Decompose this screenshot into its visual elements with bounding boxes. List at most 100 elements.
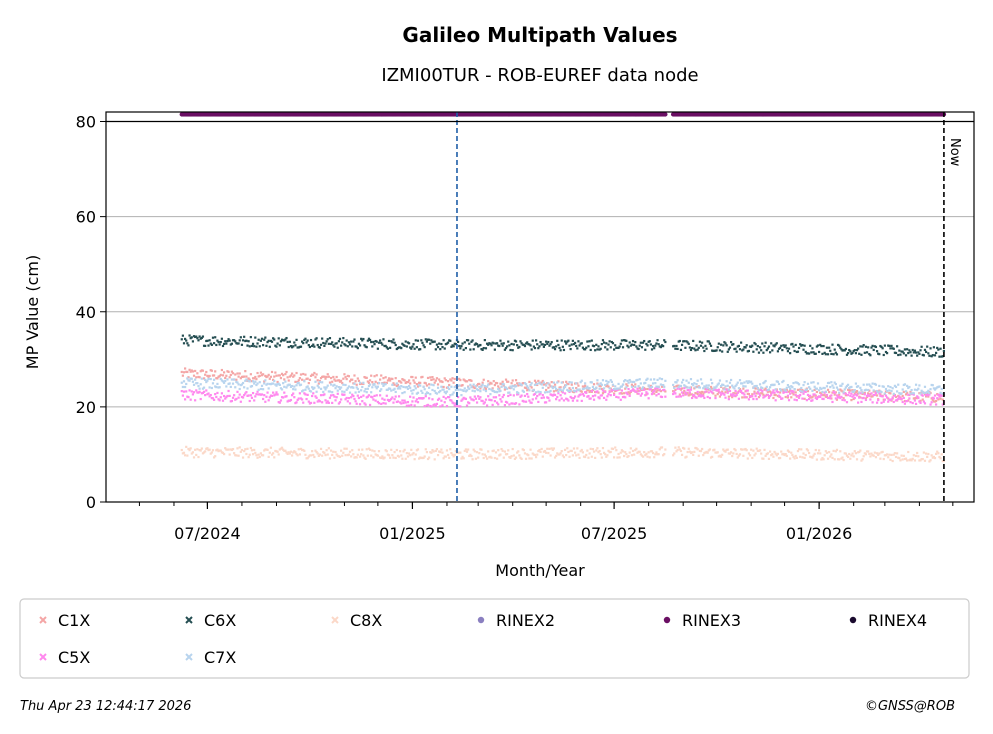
point-c7x	[846, 383, 850, 386]
point-c7x	[903, 383, 907, 386]
point-c8x	[763, 448, 766, 451]
point-c7x	[740, 382, 743, 385]
point-c6x	[380, 341, 383, 345]
point-c7x	[757, 389, 761, 392]
point-c5x	[209, 393, 212, 397]
point-c8x	[834, 450, 837, 453]
point-c5x	[220, 392, 223, 395]
point-c5x	[497, 403, 500, 406]
point-c1x	[918, 392, 921, 395]
point-c6x	[243, 335, 246, 338]
point-c8x	[694, 446, 697, 450]
point-c8x	[399, 450, 402, 453]
point-c5x	[470, 398, 473, 401]
point-c5x	[892, 400, 895, 404]
point-c6x	[892, 347, 895, 350]
point-c8x	[282, 448, 285, 451]
point-c8x	[682, 446, 685, 450]
point-c7x	[470, 386, 473, 389]
point-c1x	[840, 389, 843, 392]
point-c8x	[297, 448, 300, 451]
point-c7x	[774, 388, 777, 391]
point-c1x	[368, 379, 372, 382]
point-c1x	[194, 369, 197, 373]
point-c5x	[508, 403, 511, 406]
point-c7x	[656, 378, 659, 382]
point-c8x	[758, 449, 762, 452]
point-c5x	[204, 394, 207, 397]
point-c1x	[459, 378, 462, 382]
point-c6x	[782, 344, 785, 347]
point-c1x	[267, 373, 270, 376]
point-c6x	[552, 346, 556, 349]
point-c1x	[228, 376, 231, 379]
point-c6x	[516, 344, 519, 347]
point-c6x	[381, 343, 384, 346]
point-c8x	[368, 448, 372, 451]
point-c8x	[301, 448, 304, 452]
point-c8x	[513, 457, 517, 461]
point-c7x	[590, 381, 593, 384]
point-c6x	[410, 347, 413, 350]
point-c6x	[936, 346, 939, 350]
point-c6x	[906, 348, 909, 351]
point-c1x	[490, 382, 493, 385]
point-c7x	[796, 382, 800, 385]
point-c8x	[549, 454, 552, 457]
point-c5x	[560, 397, 563, 400]
point-c8x	[502, 456, 505, 459]
point-c1x	[859, 396, 862, 399]
point-c8x	[784, 453, 787, 456]
point-c8x	[799, 455, 802, 458]
point-c6x	[804, 350, 807, 354]
point-c5x	[201, 391, 205, 395]
point-c1x	[313, 371, 316, 375]
point-c7x	[909, 392, 912, 395]
point-c8x	[842, 458, 845, 462]
point-c8x	[663, 453, 666, 456]
point-c7x	[188, 379, 191, 382]
point-c5x	[196, 391, 199, 394]
point-c6x	[481, 348, 484, 352]
point-c6x	[684, 346, 687, 349]
point-c1x	[364, 376, 367, 379]
point-c1x	[409, 382, 412, 385]
point-c5x	[332, 394, 335, 397]
point-c8x	[379, 456, 382, 459]
point-c5x	[396, 400, 400, 403]
point-c7x	[268, 382, 271, 386]
point-c8x	[432, 450, 435, 453]
point-c5x	[205, 389, 208, 392]
point-c7x	[724, 385, 727, 388]
point-c8x	[270, 453, 274, 456]
point-c6x	[833, 348, 836, 351]
point-c5x	[839, 396, 842, 400]
point-c8x	[460, 457, 463, 460]
point-c5x	[758, 394, 762, 397]
point-c5x	[465, 404, 469, 407]
legend-label-c7x: C7X	[204, 648, 236, 667]
point-c1x	[268, 377, 271, 380]
point-c7x	[578, 388, 581, 391]
point-c6x	[676, 347, 679, 351]
point-c1x	[770, 391, 773, 395]
point-c5x	[249, 394, 252, 397]
point-c8x	[855, 458, 859, 461]
point-c1x	[901, 394, 904, 398]
point-c7x	[201, 387, 205, 390]
point-c8x	[298, 453, 301, 456]
point-c1x	[867, 392, 870, 395]
point-c7x	[936, 386, 939, 389]
point-c6x	[529, 344, 532, 347]
point-c8x	[397, 455, 401, 458]
point-c6x	[750, 345, 753, 349]
point-c7x	[930, 383, 933, 387]
point-c5x	[506, 401, 509, 404]
point-c5x	[918, 400, 921, 403]
point-c7x	[354, 391, 357, 394]
point-c8x	[626, 455, 629, 459]
point-c6x	[716, 346, 719, 349]
point-c7x	[448, 387, 451, 391]
point-c5x	[227, 389, 230, 393]
point-c8x	[612, 456, 616, 459]
